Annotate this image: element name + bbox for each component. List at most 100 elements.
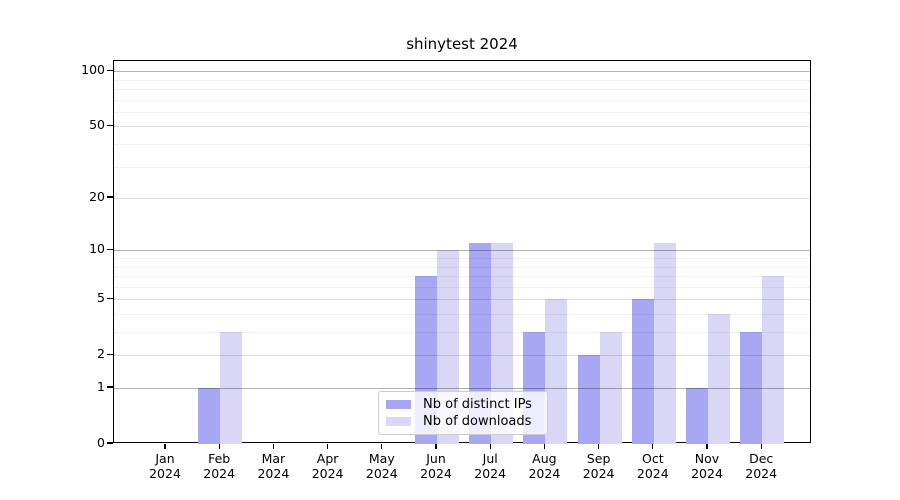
x-tick-month: Jun	[426, 451, 446, 466]
x-tick-month: Nov	[694, 451, 720, 466]
x-tick-jan	[164, 443, 166, 449]
gridline-minor-80	[114, 89, 810, 90]
gridline-decade-100	[114, 71, 810, 73]
x-tick-jul	[489, 443, 491, 449]
gridline-mid-50	[114, 126, 810, 128]
x-tick-feb	[218, 443, 220, 449]
gridline-minor-90	[114, 79, 810, 81]
bar-downloads-feb	[220, 332, 243, 444]
x-tick-label-jul: Jul 2024	[462, 451, 518, 481]
x-tick-month: Sep	[586, 451, 611, 466]
gridline-minor-3	[114, 332, 810, 333]
y-tick-label-2: 2	[97, 346, 105, 362]
y-tick-50	[107, 124, 113, 127]
gridline-minor-6	[114, 286, 810, 288]
x-tick-month: Jan	[155, 451, 175, 466]
chart-title: shinytest 2024	[406, 35, 518, 53]
bar-downloads-oct	[653, 243, 676, 444]
x-tick-month: Dec	[749, 451, 774, 466]
x-tick-label-dec: Dec 2024	[733, 451, 789, 481]
x-tick-year: 2024	[474, 466, 507, 481]
legend-entry-downloads: Nb of downloads	[386, 414, 540, 429]
gridline-mid-2	[114, 355, 810, 357]
gridline-minor-7	[114, 276, 810, 277]
gridline-minor-8	[114, 266, 810, 268]
x-tick-month: Apr	[316, 451, 339, 466]
x-tick-label-may: May 2024	[354, 451, 410, 481]
x-tick-label-jun: Jun 2024	[408, 451, 464, 481]
gridline-minor-9	[114, 258, 810, 259]
legend-swatch-distinct-ips	[386, 399, 411, 409]
bar-distinct-ips-sep	[577, 355, 600, 444]
y-tick-label-100: 100	[81, 62, 105, 78]
x-tick-year: 2024	[203, 466, 236, 481]
y-tick-10	[107, 248, 113, 250]
x-tick-year: 2024	[582, 466, 615, 481]
gridline-minor-30	[114, 166, 810, 168]
y-tick-label-10: 10	[89, 241, 105, 257]
x-tick-year: 2024	[257, 466, 290, 481]
bar-distinct-ips-dec	[740, 332, 763, 444]
bar-distinct-ips-nov	[686, 388, 708, 444]
x-tick-label-feb: Feb 2024	[191, 451, 247, 481]
x-tick-year: 2024	[420, 466, 452, 481]
legend-entry-distinct-ips: Nb of distinct IPs	[386, 397, 540, 412]
gridline-decade-1	[114, 388, 810, 389]
bar-downloads-sep	[599, 332, 622, 444]
y-tick-label-5: 5	[97, 290, 105, 306]
y-tick-0	[107, 442, 113, 444]
gridline-minor-40	[114, 144, 810, 145]
x-tick-year: 2024	[149, 466, 181, 481]
x-tick-label-oct: Oct 2024	[625, 451, 681, 481]
legend: Nb of distinct IPs Nb of downloads	[378, 391, 548, 435]
gridline-mid-5	[114, 299, 810, 301]
x-tick-month: Mar	[261, 451, 286, 466]
x-tick-year: 2024	[745, 466, 778, 481]
legend-label-distinct-ips: Nb of distinct IPs	[423, 396, 532, 412]
y-tick-1	[107, 386, 113, 388]
x-tick-label-aug: Aug 2024	[516, 451, 572, 481]
x-tick-year: 2024	[365, 466, 398, 481]
bar-downloads-aug	[545, 299, 568, 444]
y-tick-label-20: 20	[89, 189, 105, 205]
plot-area	[113, 60, 811, 444]
x-tick-year: 2024	[528, 466, 561, 481]
x-tick-month: Oct	[641, 451, 664, 466]
x-tick-dec	[760, 443, 762, 449]
x-tick-label-mar: Mar 2024	[245, 451, 301, 481]
y-tick-label-0: 0	[97, 435, 105, 450]
y-tick-5	[107, 297, 113, 299]
gridline-minor-60	[114, 111, 810, 113]
x-tick-aug	[543, 443, 546, 449]
x-tick-label-nov: Nov 2024	[679, 451, 735, 481]
x-tick-month: Jul	[482, 451, 498, 466]
gridline-minor-4	[114, 314, 810, 315]
gridline-decade-10	[114, 250, 810, 252]
x-tick-label-apr: Apr 2024	[300, 451, 356, 481]
bar-distinct-ips-feb	[198, 388, 221, 444]
y-tick-100	[107, 69, 113, 71]
y-tick-label-1: 1	[97, 379, 105, 394]
bar-distinct-ips-oct	[631, 299, 654, 444]
x-tick-year: 2024	[311, 466, 344, 481]
x-tick-oct	[652, 443, 654, 449]
x-tick-may	[381, 443, 383, 449]
bar-downloads-nov	[708, 314, 730, 444]
x-tick-apr	[326, 443, 329, 449]
x-tick-sep	[597, 443, 600, 449]
legend-swatch-downloads	[386, 417, 411, 427]
x-tick-label-sep: Sep 2024	[571, 451, 627, 481]
x-tick-year: 2024	[691, 466, 723, 481]
x-tick-month: Aug	[532, 451, 557, 466]
x-tick-mar	[272, 443, 275, 449]
x-tick-year: 2024	[636, 466, 669, 481]
x-tick-nov	[706, 443, 708, 449]
bar-downloads-dec	[762, 276, 785, 444]
x-tick-month: Feb	[208, 451, 231, 466]
x-tick-jun	[435, 443, 437, 449]
x-tick-label-jan: Jan 2024	[137, 451, 193, 481]
y-tick-20	[107, 196, 113, 198]
x-tick-month: May	[368, 451, 395, 466]
gridline-mid-20	[114, 198, 810, 200]
